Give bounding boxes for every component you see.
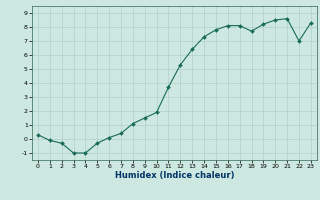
- X-axis label: Humidex (Indice chaleur): Humidex (Indice chaleur): [115, 171, 234, 180]
